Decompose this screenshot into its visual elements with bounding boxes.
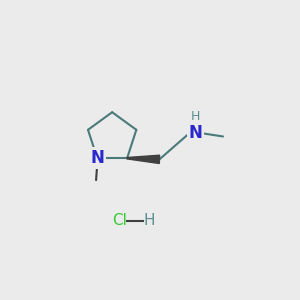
Text: H: H [190, 110, 200, 123]
Text: Cl: Cl [112, 213, 127, 228]
Text: N: N [188, 124, 202, 142]
Polygon shape [127, 155, 160, 164]
Text: H: H [143, 213, 155, 228]
Text: N: N [90, 149, 104, 167]
